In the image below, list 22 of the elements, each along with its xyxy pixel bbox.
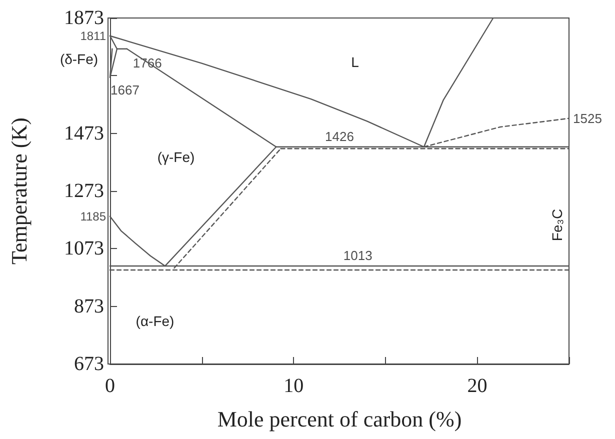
y-tick-label: 1073 — [64, 238, 104, 260]
y-tick-label: 873 — [74, 295, 104, 318]
annotation: 1525 — [573, 110, 602, 126]
y-axis-title: Temperature (K) — [6, 118, 32, 264]
text: (δ-Fe) — [60, 51, 98, 67]
annotation: 1013 — [343, 248, 372, 263]
annotation: 1667 — [110, 82, 140, 98]
annotation: Fe₃C — [549, 208, 565, 242]
x-axis-title: Mole percent of carbon (%) — [217, 406, 462, 432]
annotation: (γ-Fe) — [157, 149, 195, 165]
annotation: 1426 — [325, 128, 354, 144]
annotation: L — [351, 54, 360, 70]
annotation: (α-Fe) — [136, 313, 174, 329]
annotation: 1811 — [80, 28, 106, 43]
y-tick-label: 1473 — [64, 122, 104, 144]
y-tick-label: 1873 — [64, 7, 104, 29]
x-tick-label: 0 — [105, 375, 115, 397]
x-tick-label: 10 — [284, 375, 304, 397]
y-tick-label: 1273 — [64, 180, 104, 202]
y-tick-label: 673 — [74, 353, 104, 375]
annotation: 1185 — [80, 209, 106, 224]
x-tick-label: 20 — [467, 375, 488, 397]
